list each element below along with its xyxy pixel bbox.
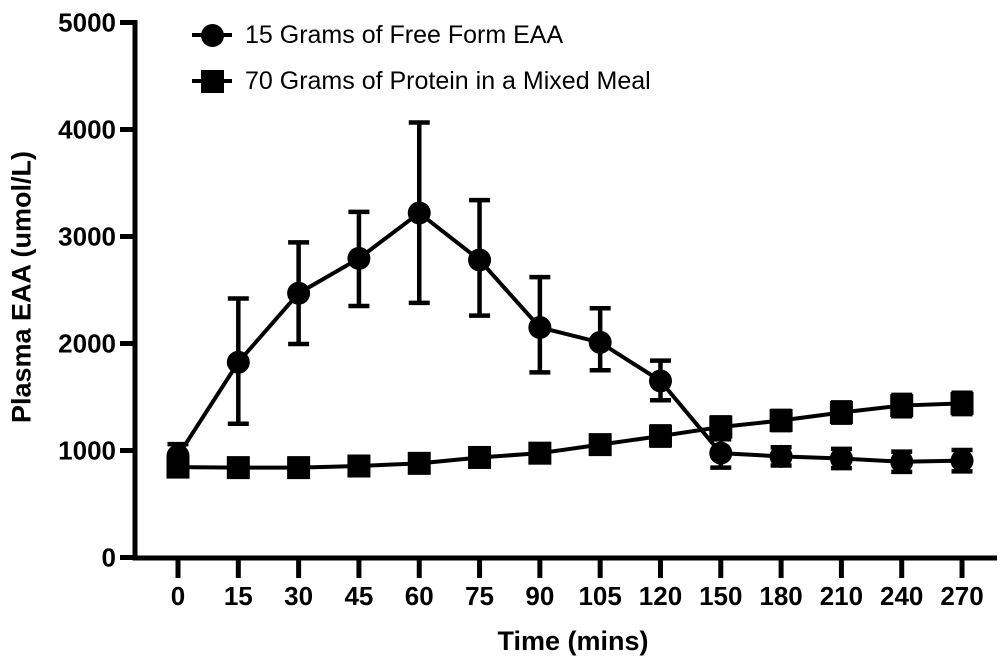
x-tick-label: 15	[224, 581, 253, 611]
data-point-square	[226, 456, 250, 480]
data-point-circle	[950, 449, 974, 473]
x-tick-label: 150	[699, 581, 742, 611]
legend-item-mixed-meal: 70 Grams of Protein in a Mixed Meal	[192, 58, 651, 104]
data-point-square	[528, 441, 552, 465]
x-tick-label: 0	[171, 581, 185, 611]
data-point-square	[890, 394, 914, 418]
data-point-circle	[528, 315, 552, 339]
x-tick-label: 90	[525, 581, 554, 611]
data-point-square	[407, 451, 431, 475]
legend-circle-marker	[192, 22, 232, 48]
x-tick-label: 240	[880, 581, 923, 611]
y-axis-title: Plasma EAA (umol/L)	[6, 150, 37, 424]
y-tick-label: 4000	[58, 115, 116, 145]
x-tick-label: 105	[578, 581, 621, 611]
data-point-circle	[890, 450, 914, 474]
data-point-square	[287, 456, 311, 480]
legend: 15 Grams of Free Form EAA 70 Grams of Pr…	[192, 12, 651, 104]
data-point-circle	[226, 350, 250, 374]
x-axis-title: Time (mins)	[497, 626, 649, 656]
data-point-square	[648, 424, 672, 448]
data-point-circle	[407, 201, 431, 225]
data-point-circle	[709, 441, 733, 465]
data-point-circle	[769, 444, 793, 468]
data-point-circle	[588, 330, 612, 354]
data-point-circle	[829, 447, 853, 471]
data-point-circle	[468, 248, 492, 272]
data-point-circle	[287, 281, 311, 305]
x-tick-label: 45	[344, 581, 373, 611]
y-tick-label: 1000	[58, 436, 116, 466]
x-tick-label: 75	[465, 581, 494, 611]
x-tick-label: 60	[405, 581, 434, 611]
data-point-circle	[648, 369, 672, 393]
legend-label-mixed-meal: 70 Grams of Protein in a Mixed Meal	[245, 66, 651, 95]
x-tick-label: 30	[284, 581, 313, 611]
data-point-square	[347, 454, 371, 478]
y-tick-label: 5000	[58, 8, 116, 38]
data-point-circle	[347, 246, 371, 270]
data-point-square	[709, 415, 733, 439]
x-tick-label: 120	[639, 581, 682, 611]
x-tick-label: 180	[759, 581, 802, 611]
data-point-square	[166, 455, 190, 479]
legend-item-free-form-eaa: 15 Grams of Free Form EAA	[192, 12, 651, 58]
y-tick-label: 3000	[58, 222, 116, 252]
legend-label-free-form-eaa: 15 Grams of Free Form EAA	[245, 20, 564, 49]
x-tick-label: 210	[820, 581, 863, 611]
legend-square-marker	[192, 68, 232, 94]
data-point-square	[829, 401, 853, 425]
x-tick-label: 270	[940, 581, 983, 611]
data-point-square	[950, 391, 974, 415]
y-tick-label: 2000	[58, 329, 116, 359]
data-point-square	[588, 433, 612, 457]
data-point-square	[468, 445, 492, 469]
data-point-square	[769, 409, 793, 433]
y-tick-label: 0	[102, 543, 116, 573]
